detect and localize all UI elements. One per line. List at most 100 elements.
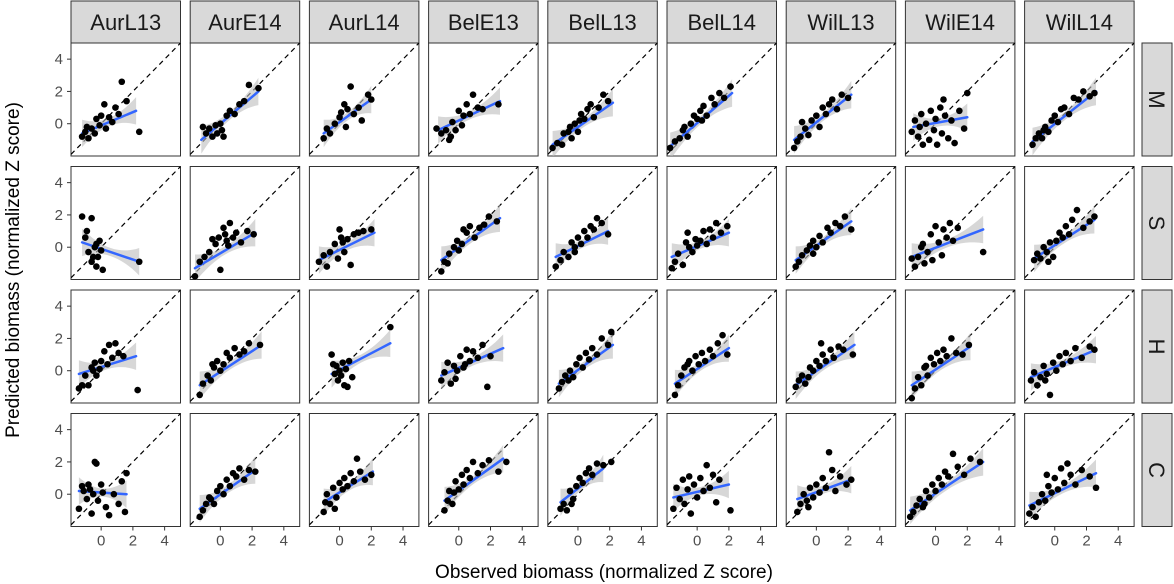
data-point bbox=[558, 141, 566, 148]
data-point bbox=[792, 263, 800, 270]
y-tick-label: 0 bbox=[55, 363, 63, 380]
data-point bbox=[471, 234, 478, 241]
identity-reference-line bbox=[309, 290, 419, 402]
x-tick-label: 2 bbox=[129, 533, 137, 550]
facet-panels bbox=[70, 42, 1135, 527]
data-point bbox=[932, 222, 939, 230]
data-point bbox=[463, 466, 470, 474]
panel-h-bele13 bbox=[428, 289, 539, 404]
data-point bbox=[112, 104, 119, 111]
panel-m-aure14 bbox=[189, 42, 301, 157]
panel-h-will14 bbox=[1024, 289, 1135, 404]
data-point bbox=[1091, 213, 1098, 220]
data-point bbox=[245, 339, 253, 347]
data-point bbox=[364, 91, 372, 98]
data-point bbox=[102, 503, 110, 511]
panel-plot-area bbox=[190, 290, 300, 402]
panel-m-wile14 bbox=[904, 42, 1016, 157]
y-tick-label: 0 bbox=[55, 486, 63, 503]
panel-plot-area bbox=[1024, 43, 1135, 156]
data-point bbox=[604, 341, 612, 349]
data-point bbox=[911, 263, 919, 270]
data-point bbox=[671, 391, 679, 399]
data-point bbox=[689, 248, 696, 256]
data-point bbox=[836, 222, 844, 230]
panel-plot-area bbox=[1024, 413, 1135, 526]
data-point bbox=[209, 235, 216, 243]
data-point bbox=[1037, 373, 1044, 381]
identity-reference-line bbox=[786, 413, 896, 526]
data-point bbox=[123, 97, 130, 105]
data-point bbox=[927, 231, 935, 238]
regression-line bbox=[317, 231, 376, 262]
data-point bbox=[452, 478, 459, 485]
data-point bbox=[908, 255, 916, 262]
data-point bbox=[667, 144, 674, 152]
data-point bbox=[841, 213, 849, 220]
column-label-will14: WilL14 bbox=[1046, 10, 1113, 35]
data-point bbox=[1027, 377, 1035, 384]
data-point bbox=[1065, 110, 1073, 118]
data-point bbox=[123, 469, 130, 477]
x-tick-label: 4 bbox=[1114, 533, 1122, 550]
x-tick-label: 4 bbox=[399, 533, 407, 550]
data-point bbox=[697, 474, 704, 482]
data-point bbox=[693, 494, 701, 501]
data-point bbox=[236, 101, 243, 108]
data-point bbox=[326, 248, 334, 256]
x-tick-label: 4 bbox=[637, 533, 645, 550]
data-point bbox=[565, 253, 572, 261]
x-tick-label: 2 bbox=[844, 533, 852, 550]
data-point bbox=[93, 240, 100, 248]
y-tick-label: 2 bbox=[55, 454, 63, 471]
panel-plot-area bbox=[190, 413, 300, 526]
data-point bbox=[671, 138, 679, 145]
data-point bbox=[105, 341, 113, 349]
data-point bbox=[199, 507, 207, 514]
data-point bbox=[104, 360, 111, 368]
x-axis-ticks: 0 2 4 0 2 4 0 2 4 0 2 4 0 2 4 0 2 4 0 2 4 0 2 4 0 2 4 bbox=[97, 526, 1122, 550]
column-label-will13: WilL13 bbox=[807, 10, 874, 35]
data-point bbox=[803, 247, 811, 254]
data-point bbox=[930, 360, 938, 368]
column-facet-strips: AurL13 AurE14 AurL14 BelE13 BelL13 BelL14 WilL… bbox=[70, 0, 1135, 44]
data-point bbox=[835, 343, 842, 350]
y-axis-title: Predicted biomass (normalized Z score) bbox=[3, 102, 24, 438]
data-point bbox=[480, 221, 488, 228]
data-point bbox=[674, 250, 682, 257]
x-tick-label: 0 bbox=[455, 533, 463, 550]
row-facet-strips: M S H C bbox=[1141, 42, 1173, 527]
panel-c-bell14 bbox=[666, 413, 777, 527]
panel-h-bell14 bbox=[666, 289, 777, 404]
x-tick-label: 4 bbox=[160, 533, 168, 550]
data-point bbox=[795, 258, 803, 266]
data-point bbox=[97, 112, 105, 119]
data-point bbox=[91, 130, 99, 137]
data-point bbox=[232, 473, 240, 480]
data-point bbox=[573, 482, 580, 490]
data-point bbox=[94, 253, 102, 261]
data-point bbox=[215, 234, 223, 241]
data-point bbox=[794, 138, 801, 145]
data-point bbox=[479, 341, 486, 349]
data-point bbox=[336, 479, 343, 487]
data-point bbox=[585, 465, 593, 472]
data-point bbox=[824, 224, 831, 232]
data-point bbox=[205, 248, 213, 256]
data-point bbox=[237, 239, 245, 246]
data-point bbox=[911, 117, 919, 124]
data-point bbox=[582, 349, 590, 357]
data-point bbox=[569, 373, 577, 381]
column-label-aurl13: AurL13 bbox=[90, 10, 161, 35]
data-point bbox=[455, 247, 463, 254]
x-tick-label: 4 bbox=[995, 533, 1003, 550]
x-tick-label: 0 bbox=[216, 533, 224, 550]
panel-h-aurl14 bbox=[308, 289, 420, 404]
data-point bbox=[344, 383, 351, 391]
data-point bbox=[85, 134, 92, 142]
data-point bbox=[1030, 256, 1038, 264]
data-point bbox=[1041, 377, 1049, 384]
data-point bbox=[218, 126, 226, 134]
data-point bbox=[463, 346, 470, 354]
data-point bbox=[93, 460, 100, 467]
